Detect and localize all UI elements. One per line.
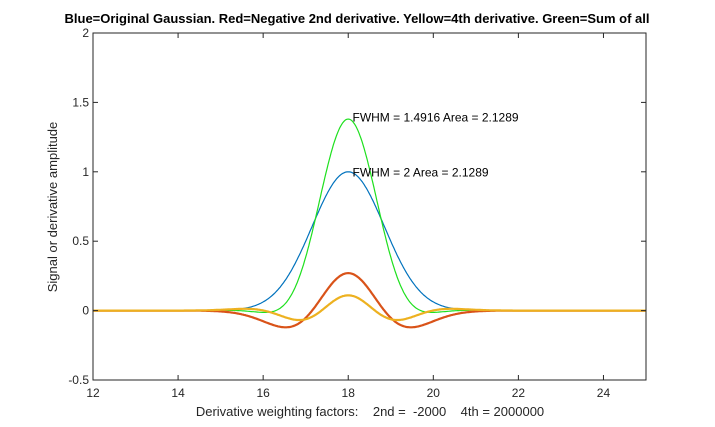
x-axis-label: Derivative weighting factors: 2nd = -200… bbox=[196, 404, 544, 419]
x-tick-label: 18 bbox=[342, 386, 356, 400]
series-line-neg-d2 bbox=[93, 271, 646, 329]
annotation-label: FWHM = 2 Area = 2.1289 bbox=[352, 165, 488, 179]
x-tick-label: 24 bbox=[597, 386, 611, 400]
x-tick-label: 22 bbox=[512, 386, 526, 400]
y-tick-label: 0 bbox=[82, 304, 89, 318]
y-axis: -0.5 0 0.5 1 1.5 2 bbox=[68, 26, 646, 387]
axes-box bbox=[92, 32, 647, 381]
annotation-label: FWHM = 1.4916 Area = 2.1289 bbox=[352, 111, 518, 125]
annotations: FWHM = 1.4916 Area = 2.1289 FWHM = 2 Area… bbox=[352, 111, 518, 180]
series-line-d4 bbox=[93, 294, 646, 322]
y-tick-label: 1.5 bbox=[72, 95, 89, 109]
y-tick-label: 0.5 bbox=[72, 234, 89, 248]
plot-area bbox=[93, 118, 646, 329]
y-tick-label: -0.5 bbox=[68, 373, 89, 387]
y-axis-label: Signal or derivative amplitude bbox=[45, 122, 60, 293]
y-tick-label: 2 bbox=[82, 26, 89, 40]
x-axis: 12 14 16 18 20 22 24 bbox=[86, 33, 610, 400]
x-tick-label: 20 bbox=[427, 386, 441, 400]
chart-title: Blue=Original Gaussian. Red=Negative 2nd… bbox=[65, 11, 650, 26]
series-line-sum bbox=[93, 118, 646, 313]
y-tick-label: 1 bbox=[82, 165, 89, 179]
x-tick-label: 16 bbox=[256, 386, 270, 400]
x-tick-label: 12 bbox=[86, 386, 100, 400]
x-tick-label: 14 bbox=[171, 386, 185, 400]
